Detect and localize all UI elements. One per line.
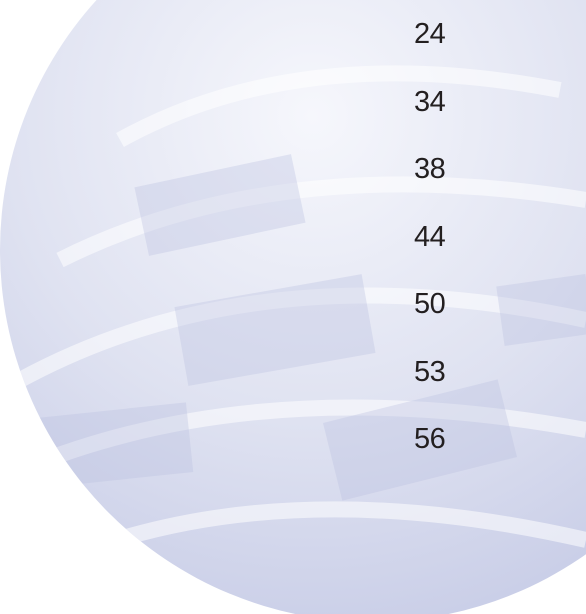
page-number: 38	[414, 149, 445, 217]
page-number: 24	[414, 14, 445, 82]
page-number: 44	[414, 217, 445, 285]
page-number: 56	[414, 419, 445, 487]
banknote-globe	[0, 0, 586, 614]
page-number: 50	[414, 284, 445, 352]
page-number: 53	[414, 352, 445, 420]
page: 24343844505356 (() => { const data = JSO…	[0, 0, 586, 614]
page-number: 34	[414, 82, 445, 150]
